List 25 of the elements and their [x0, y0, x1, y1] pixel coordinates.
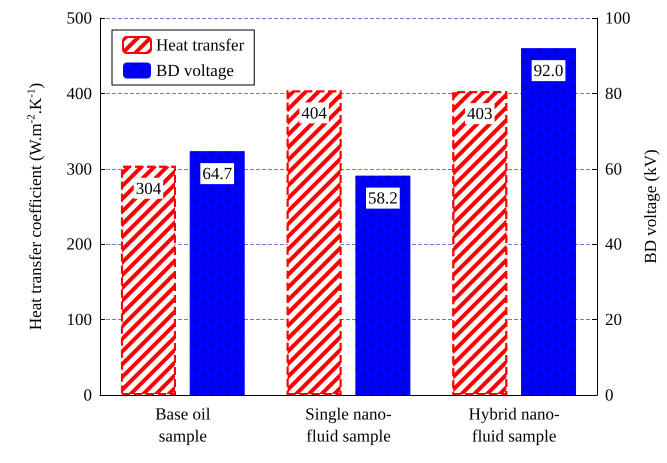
legend-label: BD voltage: [156, 61, 234, 80]
data-label: 403: [467, 104, 493, 124]
y2-tick-label: 80: [605, 84, 622, 103]
x-tick-label: Single nano- fluid sample: [305, 404, 392, 446]
y-tick-label: 400: [66, 84, 92, 103]
data-label: 404: [301, 103, 328, 122]
x-tick-label: Base oil sample: [155, 404, 211, 446]
y2-tick-label: 0: [605, 386, 614, 404]
data-label: 64.7: [202, 164, 233, 184]
y-tick-label: 200: [66, 234, 92, 254]
x-tick-label: Hybrid nano- fluid sample: [468, 404, 560, 446]
y-tick-label: 300: [66, 159, 92, 178]
y2-tick-label: 20: [605, 310, 622, 330]
y2-tick-label: 40: [605, 234, 622, 254]
legend-label: Heat transfer: [156, 36, 245, 54]
y-tick-label: 500: [66, 8, 92, 28]
data-label: 92.0: [534, 61, 564, 80]
y2-tick-label: 100: [605, 8, 630, 28]
data-label: 58.2: [368, 188, 398, 208]
y-tick-label: 100: [66, 310, 92, 330]
y2-axis-title: BD voltage (kV): [641, 149, 660, 264]
y-axis-title: Heat transfer coefficient (W.m-2.K-1): [26, 82, 45, 330]
y-tick-label: 0: [84, 386, 92, 404]
y2-tick-label: 60: [605, 159, 622, 178]
data-label: 304: [136, 178, 162, 198]
